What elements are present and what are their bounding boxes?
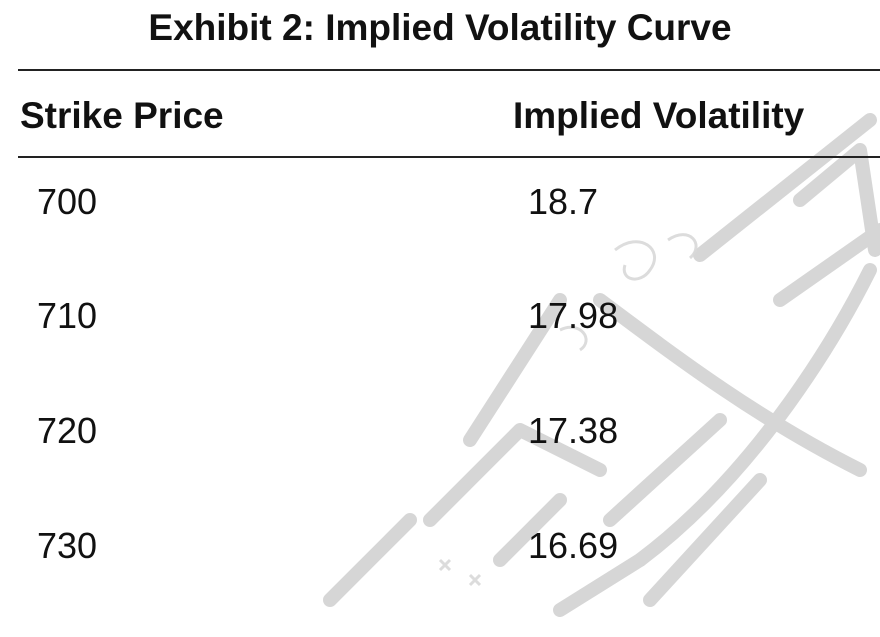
table-row-2-iv: 17.98 bbox=[528, 295, 619, 336]
table-row-1-iv: 18.7 bbox=[528, 181, 599, 222]
table-row-3-strike: 720 bbox=[37, 410, 98, 451]
table-row-1-strike: 700 bbox=[37, 181, 98, 222]
table-row-2-strike: 710 bbox=[37, 295, 98, 336]
column-header-strike-price: Strike Price bbox=[20, 95, 224, 136]
column-header-implied-volatility: Implied Volatility bbox=[513, 95, 805, 136]
table-row-4-strike: 730 bbox=[37, 525, 98, 566]
header-rule bbox=[18, 156, 880, 158]
table-row-4-iv: 16.69 bbox=[528, 525, 619, 566]
table-row-3-iv: 17.38 bbox=[528, 410, 619, 451]
top-rule bbox=[18, 69, 880, 71]
exhibit-title: Exhibit 2: Implied Volatility Curve bbox=[148, 7, 732, 48]
